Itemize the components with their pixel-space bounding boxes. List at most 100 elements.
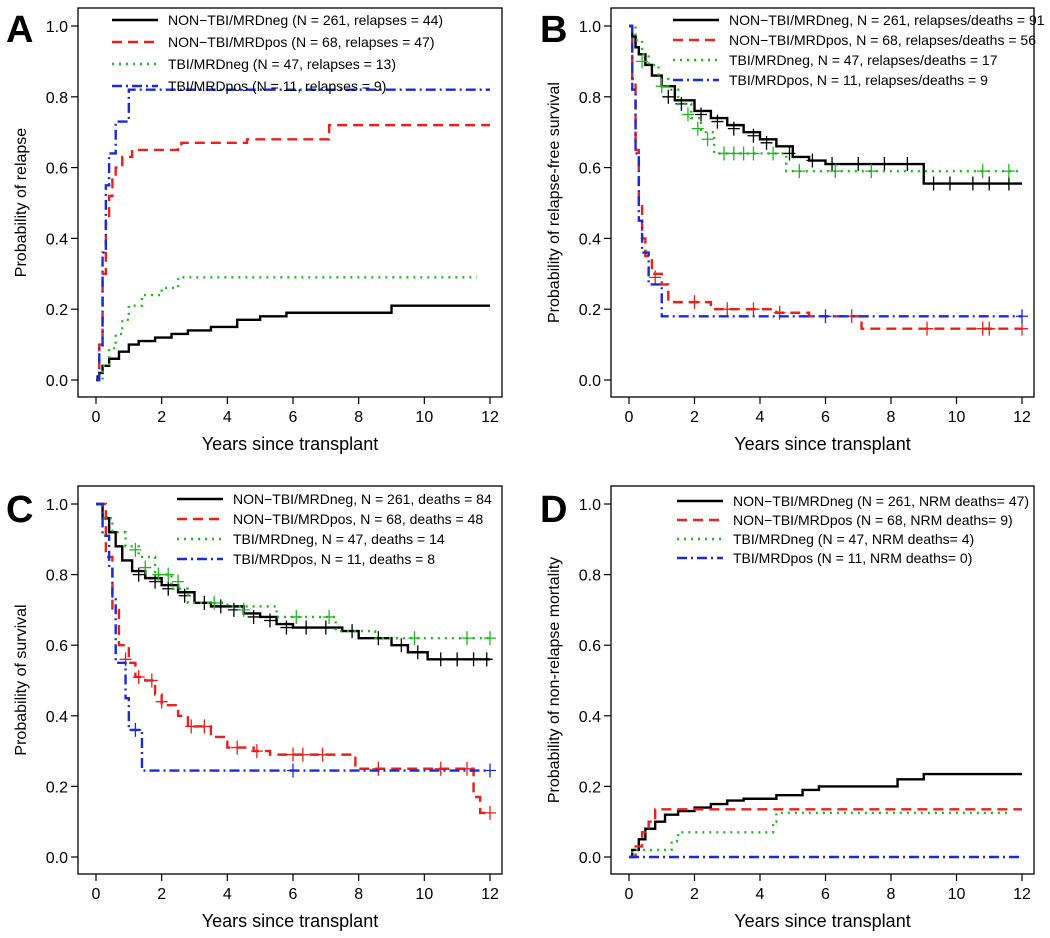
y-tick-label: 0.6 [46, 638, 68, 655]
legend-label: NON−TBI/MRDneg, N = 261, relapses/deaths… [729, 12, 1045, 28]
legend-label: TBI/MRDneg, N = 47, deaths = 14 [233, 531, 445, 547]
censor-mark [701, 132, 714, 147]
y-tick-label: 1.0 [46, 497, 68, 514]
plot-frame [610, 7, 1035, 398]
censor-mark [198, 719, 211, 734]
censor-mark [162, 567, 175, 582]
censor-mark [760, 135, 773, 150]
x-tick-label: 8 [354, 886, 363, 903]
censor-mark [484, 763, 496, 778]
series-line [96, 88, 490, 382]
legend-label: TBI/MRDpos (N = 11, NRM deaths= 0) [733, 550, 972, 566]
censor-mark [290, 609, 303, 624]
y-tick-label: 0.0 [579, 373, 601, 390]
y-tick-label: 0.4 [46, 709, 68, 726]
plot-frame [77, 7, 503, 398]
y-tick-label: 0.2 [46, 302, 68, 319]
y-tick-label: 0.2 [579, 302, 601, 319]
censor-mark [688, 295, 701, 310]
x-tick-label: 10 [415, 409, 433, 426]
censor-mark [747, 302, 760, 317]
y-tick-label: 0.2 [579, 779, 601, 796]
x-tick-label: 4 [223, 409, 232, 426]
censor-mark [208, 595, 221, 610]
censor-mark [826, 157, 839, 172]
y-tick-label: 1.0 [579, 19, 601, 36]
censor-mark [636, 54, 649, 69]
x-tick-label: 0 [625, 409, 634, 426]
censor-mark [237, 602, 250, 617]
legend-label: NON−TBI/MRDneg, N = 261, deaths = 84 [233, 491, 492, 507]
x-tick-label: 2 [157, 886, 166, 903]
series-line [629, 24, 1022, 330]
y-axis-label: Probability of survival [13, 604, 30, 755]
censor-mark [1016, 309, 1028, 324]
censor-mark [901, 157, 914, 172]
censor-mark [711, 114, 724, 129]
censor-mark [296, 747, 309, 762]
x-tick-label: 0 [92, 886, 101, 903]
censor-mark [819, 309, 832, 324]
series-line [629, 808, 1022, 859]
x-tick-label: 10 [948, 886, 966, 903]
x-tick-label: 8 [354, 409, 363, 426]
censor-mark [1016, 321, 1028, 336]
censor-mark [691, 121, 704, 136]
y-axis-label: Probability of relapse [13, 128, 30, 278]
censor-mark [408, 631, 421, 646]
censor-mark [983, 321, 996, 336]
x-tick-label: 12 [1013, 409, 1031, 426]
censor-mark [773, 305, 786, 320]
legend-label: NON−TBI/MRDpos (N = 68, relapses = 47) [168, 34, 435, 50]
censor-mark [129, 542, 142, 557]
x-tick-label: 2 [157, 409, 166, 426]
panel-letter: D [540, 489, 567, 531]
legend-label: NON−TBI/MRDpos, N = 68, deaths = 48 [233, 511, 483, 527]
censor-mark [264, 613, 277, 628]
y-tick-label: 0.0 [46, 373, 68, 390]
panel-a: A 0 2 4 6 8 10 12 0.0 0.2 0.4 0.6 0.8 1.0 Years since … [6, 7, 503, 454]
y-tick-label: 0.6 [579, 638, 601, 655]
y-tick-label: 0.4 [46, 231, 68, 248]
y-axis-label: Probability of non-relapse mortality [546, 557, 563, 803]
x-axis-label: Years since transplant [202, 911, 378, 931]
x-tick-label: 6 [289, 886, 298, 903]
x-tick-label: 0 [92, 409, 101, 426]
y-tick-label: 1.0 [579, 497, 601, 514]
censor-mark [484, 631, 496, 646]
censor-mark [806, 153, 819, 168]
censor-mark [434, 652, 447, 667]
censor-mark [214, 599, 227, 614]
censor-mark [247, 609, 260, 624]
x-tick-label: 6 [289, 409, 298, 426]
x-tick-label: 8 [887, 409, 896, 426]
censor-mark [129, 722, 142, 737]
censor-mark [316, 747, 329, 762]
x-tick-label: 6 [821, 409, 830, 426]
censor-mark [172, 574, 185, 589]
y-tick-label: 0.0 [579, 850, 601, 867]
series-line [96, 502, 490, 640]
censor-mark [185, 719, 198, 734]
y-tick-label: 0.8 [46, 90, 68, 107]
series-line [96, 304, 490, 382]
censor-mark [139, 560, 152, 575]
censor-mark [829, 164, 842, 179]
x-tick-label: 4 [756, 409, 765, 426]
censor-mark [983, 176, 996, 191]
censor-mark [484, 805, 496, 820]
series-line [629, 24, 1022, 185]
legend-label: TBI/MRDneg (N = 47, NRM deaths= 4) [733, 531, 974, 547]
censor-mark [927, 176, 940, 191]
x-tick-label: 10 [948, 409, 966, 426]
x-axis-label: Years since transplant [734, 434, 910, 454]
y-tick-label: 0.4 [579, 231, 601, 248]
legend-label: NON−TBI/MRDneg (N = 261, relapses = 44) [168, 12, 443, 28]
legend-label: TBI/MRDneg (N = 47, relapses = 13) [168, 56, 396, 72]
plot-frame [77, 485, 503, 875]
x-tick-label: 12 [1013, 886, 1031, 903]
censor-mark [395, 638, 408, 653]
series-line [96, 276, 477, 382]
censor-mark [145, 673, 158, 688]
